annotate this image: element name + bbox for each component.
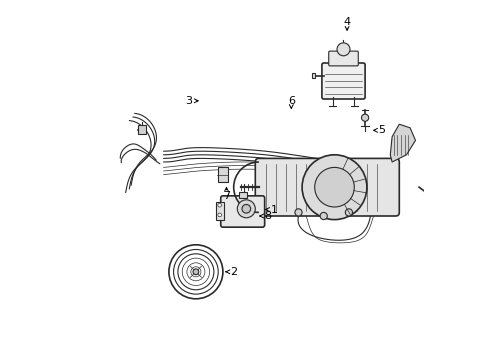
Circle shape: [242, 204, 250, 213]
Circle shape: [218, 213, 221, 217]
Text: 6: 6: [287, 96, 294, 106]
FancyBboxPatch shape: [220, 196, 264, 227]
Circle shape: [218, 203, 221, 207]
Circle shape: [294, 209, 302, 216]
Circle shape: [193, 269, 199, 275]
Circle shape: [237, 200, 255, 218]
Text: 1: 1: [270, 204, 277, 215]
Circle shape: [424, 191, 431, 198]
Circle shape: [302, 155, 366, 220]
Text: 3: 3: [185, 96, 192, 106]
Text: 2: 2: [230, 267, 237, 277]
FancyBboxPatch shape: [255, 158, 399, 216]
Text: 7: 7: [223, 191, 229, 201]
FancyBboxPatch shape: [328, 51, 358, 66]
FancyBboxPatch shape: [321, 63, 365, 99]
Bar: [215, 202, 223, 220]
Circle shape: [345, 209, 352, 216]
Circle shape: [336, 43, 349, 56]
Circle shape: [314, 167, 354, 207]
Circle shape: [320, 212, 326, 220]
Bar: [311, 73, 315, 78]
Text: 5: 5: [378, 125, 385, 135]
Bar: [239, 192, 246, 198]
Bar: [218, 167, 227, 182]
Bar: [137, 125, 146, 134]
Polygon shape: [389, 124, 415, 162]
Text: 4: 4: [343, 17, 350, 27]
Circle shape: [361, 114, 368, 121]
Text: 8: 8: [264, 211, 271, 221]
